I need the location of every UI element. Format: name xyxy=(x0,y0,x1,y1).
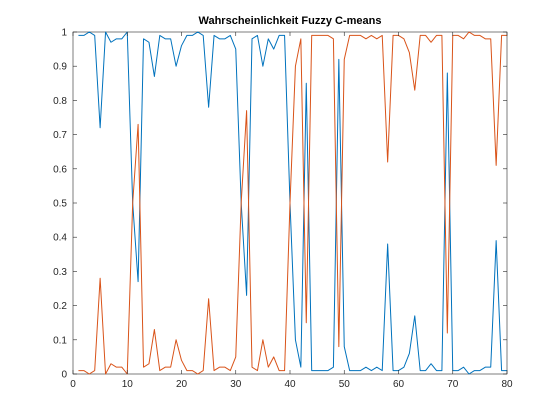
chart-title: Wahrscheinlichkeit Fuzzy C-means xyxy=(199,15,382,27)
y-tick-label: 0.7 xyxy=(53,130,67,141)
ticks-layer: 0 10 20 30 40 50 60 70 80 0 0.1 0.2 0.3 0.4 0.5 0.6 0.7 0… xyxy=(53,28,513,391)
y-tick-label: 0 xyxy=(61,370,67,381)
x-tick-label: 20 xyxy=(176,379,188,390)
y-tick-label: 0.3 xyxy=(53,267,67,278)
x-tick-label: 70 xyxy=(447,379,459,390)
series-line-1 xyxy=(78,31,507,375)
x-tick-label: 50 xyxy=(339,379,351,390)
series-line-2 xyxy=(78,31,507,375)
y-tick-label: 0.4 xyxy=(53,233,67,244)
x-tick-label: 10 xyxy=(122,379,134,390)
x-tick-label: 0 xyxy=(70,379,76,390)
y-tick-label: 0.2 xyxy=(53,301,67,312)
y-tick-label: 0.6 xyxy=(53,164,67,175)
x-tick-label: 60 xyxy=(393,379,405,390)
x-tick-label: 30 xyxy=(230,379,242,390)
y-tick-label: 0.1 xyxy=(53,335,67,346)
series-layer xyxy=(78,31,507,375)
x-tick-label: 80 xyxy=(501,379,513,390)
y-tick-label: 0.9 xyxy=(53,62,67,73)
y-tick-label: 0.8 xyxy=(53,96,67,107)
y-tick-label: 1 xyxy=(61,28,67,39)
y-tick-label: 0.5 xyxy=(53,199,67,210)
x-tick-label: 40 xyxy=(284,379,296,390)
